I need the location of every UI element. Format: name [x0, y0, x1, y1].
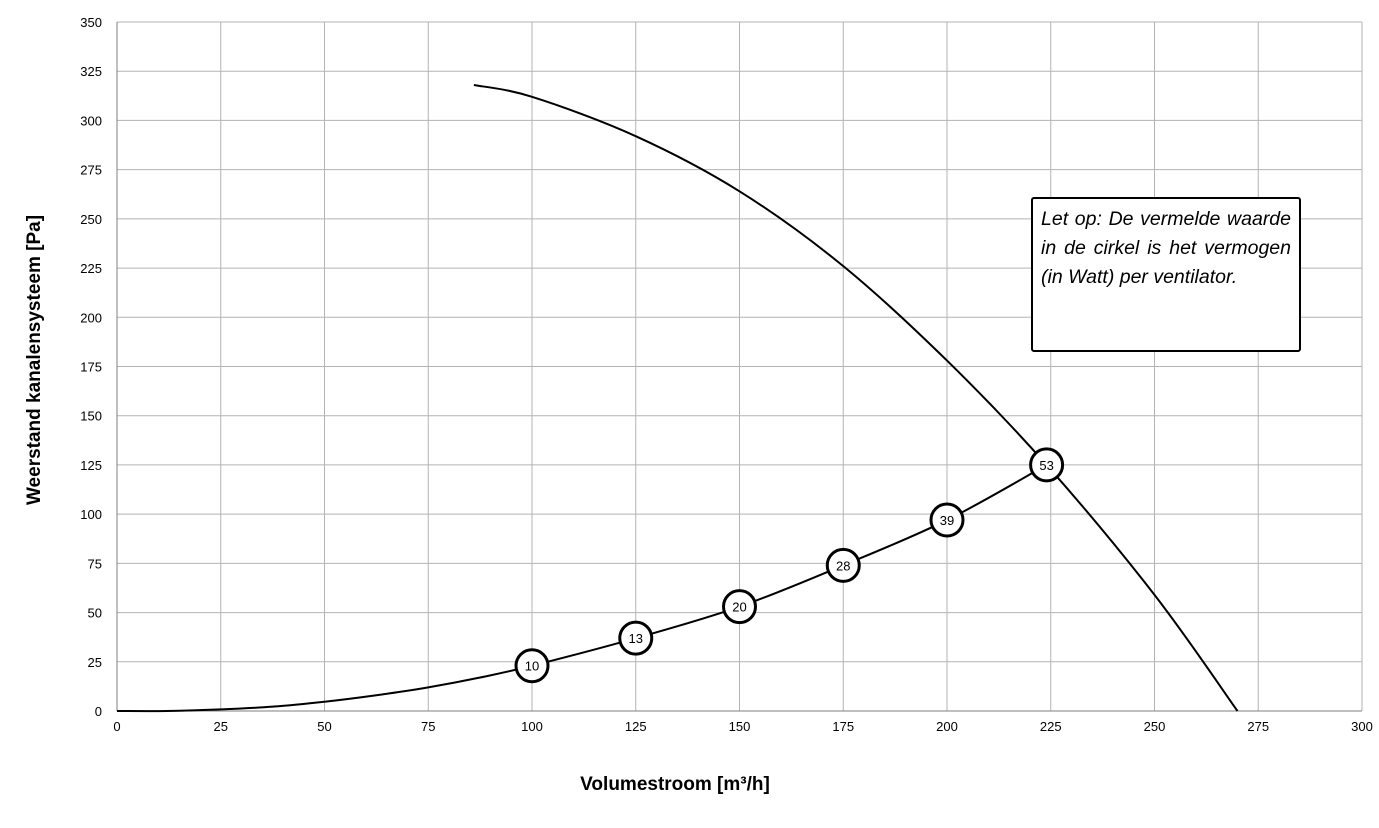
power-marker-circle [929, 502, 965, 538]
power-marker-label: 13 [629, 631, 643, 646]
x-tick-label: 150 [729, 719, 751, 734]
x-axis-title: Volumestroom [m³/h] [580, 774, 770, 795]
power-marker-circle [722, 589, 757, 625]
y-tick-label: 200 [80, 310, 102, 325]
system-curve-line [116, 464, 1048, 713]
x-tick-label: 75 [421, 719, 435, 734]
power-marker-label: 28 [836, 558, 850, 573]
power-marker-label: 39 [940, 513, 954, 528]
y-tick-label: 175 [80, 360, 102, 375]
power-marker: 53 [1029, 447, 1065, 483]
tick-labels: 0 25 50 75 100 125 150 175 200 225 250 275 300 0 25 50 7… [80, 15, 1373, 734]
y-tick-label: 250 [80, 212, 102, 227]
fan-curve-line [473, 84, 1239, 712]
power-marker-circle [618, 620, 654, 656]
x-tick-label: 125 [625, 719, 647, 734]
y-tick-label: 275 [80, 163, 102, 178]
x-tick-label: 300 [1351, 719, 1373, 734]
power-marker: 28 [825, 547, 861, 583]
x-tick-label: 25 [214, 719, 228, 734]
power-marker-circle [1029, 447, 1065, 483]
power-marker-label: 53 [1039, 458, 1053, 473]
y-tick-label: 150 [80, 409, 102, 424]
x-tick-label: 175 [832, 719, 854, 734]
y-tick-label: 125 [80, 458, 102, 473]
x-tick-label: 50 [317, 719, 331, 734]
x-tick-label: 250 [1144, 719, 1166, 734]
power-marker: 39 [929, 502, 965, 538]
y-tick-label: 0 [95, 704, 102, 719]
y-tick-label: 225 [80, 261, 102, 276]
power-marker: 20 [722, 589, 757, 625]
y-tick-label: 350 [80, 15, 102, 30]
power-marker-circle [825, 547, 861, 583]
power-marker: 13 [618, 620, 654, 656]
y-tick-label: 325 [80, 64, 102, 79]
y-tick-label: 300 [80, 113, 102, 128]
power-marker-label: 20 [732, 600, 746, 615]
curves [116, 84, 1239, 713]
annotation-box: Let op: De vermelde waarde in de cirkel … [1031, 197, 1301, 352]
x-tick-label: 275 [1247, 719, 1269, 734]
power-marker: 10 [514, 648, 550, 684]
power-marker-label: 10 [525, 659, 539, 674]
x-tick-label: 200 [936, 719, 958, 734]
y-tick-label: 100 [80, 507, 102, 522]
y-axis-title: Weerstand kanalensysteem [Pa] [24, 215, 45, 505]
power-marker-circle [514, 648, 550, 684]
x-tick-label: 225 [1040, 719, 1062, 734]
y-tick-label: 75 [88, 556, 102, 571]
y-tick-label: 25 [88, 655, 102, 670]
x-tick-label: 0 [113, 719, 120, 734]
x-tick-label: 100 [521, 719, 543, 734]
y-tick-label: 50 [88, 606, 102, 621]
markers: 10 13 20 28 39 53 [514, 447, 1065, 684]
